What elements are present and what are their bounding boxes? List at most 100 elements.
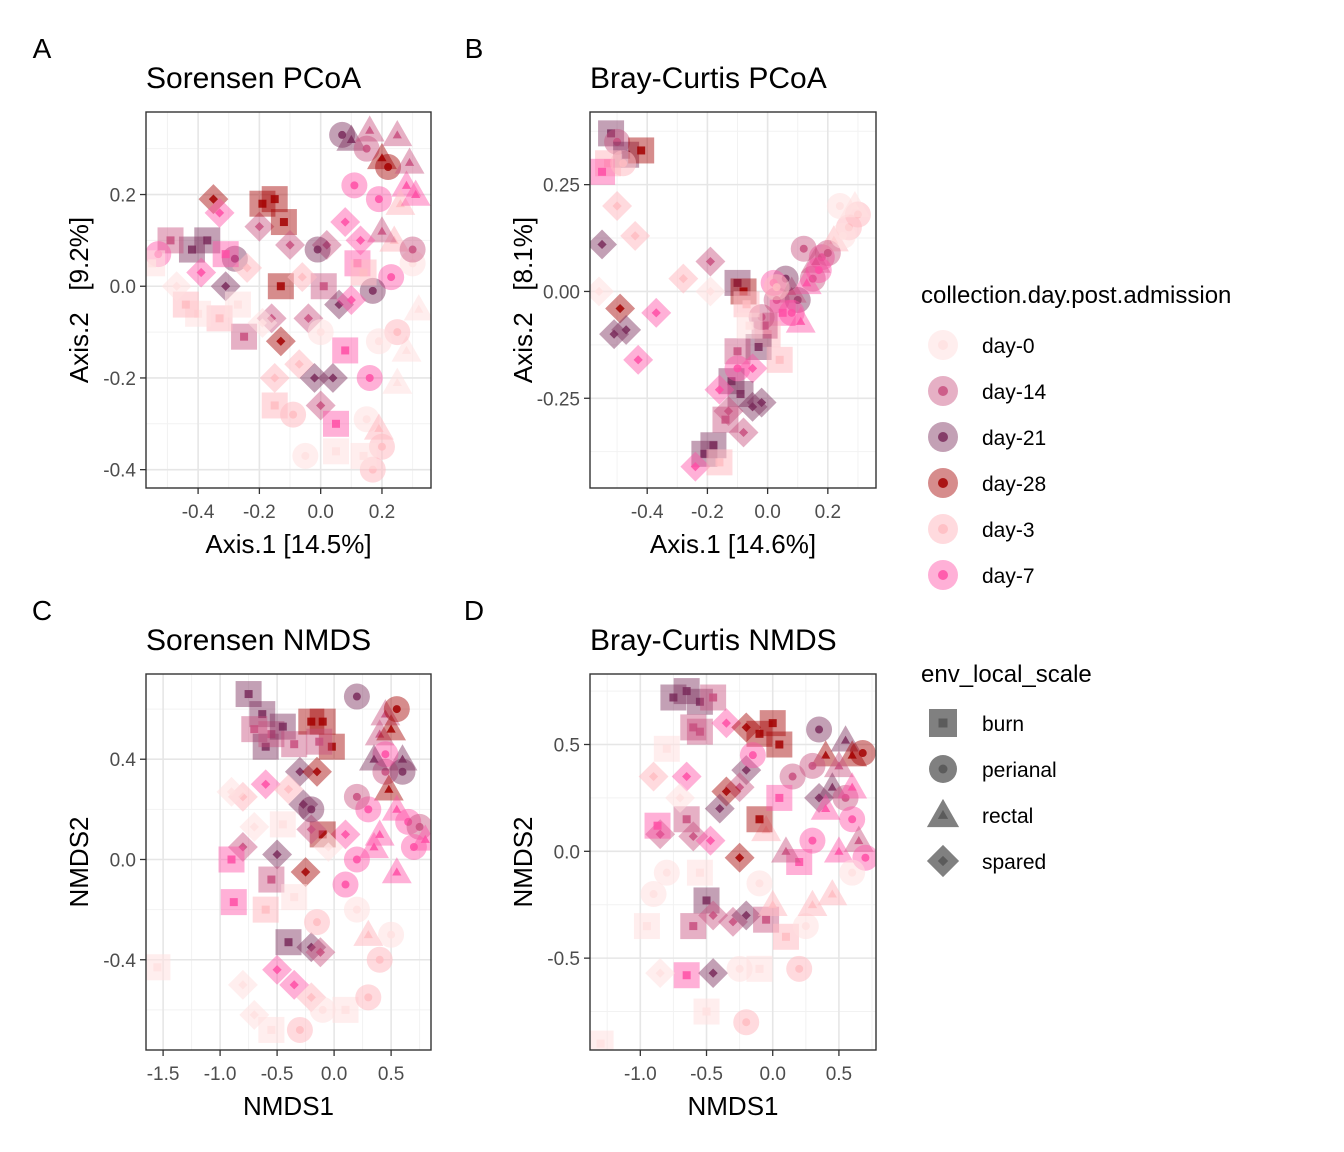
data-point — [704, 793, 735, 824]
marker-inner — [392, 130, 402, 139]
data-point — [204, 197, 235, 228]
data-point — [336, 285, 367, 315]
x-tick-label: 0.0 — [307, 502, 333, 523]
panel-C: C Sorensen NMDS -1.5 -1.0 -0.5 0.0 0.5 -0.4 0.0 0… — [32, 595, 432, 1121]
data-point — [365, 328, 392, 355]
marker-inner — [284, 938, 293, 947]
data-point — [370, 699, 401, 726]
marker-inner — [723, 406, 734, 416]
marker-inner — [323, 842, 333, 852]
data-point — [212, 241, 239, 268]
marker-inner — [742, 300, 751, 309]
marker-inner — [817, 253, 826, 262]
y-tick-label: -0.4 — [103, 461, 136, 482]
marker-inner — [735, 782, 745, 792]
marker-inner — [861, 853, 870, 862]
marker-inner — [261, 742, 270, 751]
data-point — [771, 836, 801, 863]
marker-inner — [799, 244, 808, 253]
marker-inner — [834, 761, 844, 770]
marker-inner — [854, 836, 864, 845]
data-point — [785, 306, 816, 333]
legend-color-key — [928, 468, 958, 498]
data-point — [403, 294, 431, 321]
marker-inner — [763, 330, 772, 339]
data-point — [799, 827, 826, 854]
points — [146, 681, 431, 1043]
data-point — [220, 889, 247, 916]
marker-inner — [313, 918, 321, 927]
marker-inner — [653, 821, 662, 830]
y-tick-label: 0.0 — [110, 277, 136, 298]
data-point — [590, 276, 614, 307]
data-point — [713, 396, 744, 427]
marker-inner — [392, 377, 402, 386]
data-point — [296, 814, 327, 845]
data-point — [258, 1016, 285, 1043]
marker-inner — [272, 849, 282, 860]
legend-shape-item: burn — [929, 709, 1024, 737]
y-tick-label: -0.2 — [103, 369, 136, 390]
marker-inner — [815, 725, 824, 734]
chart-title: Sorensen NMDS — [146, 624, 371, 657]
data-point — [224, 291, 251, 318]
data-point — [269, 811, 296, 838]
marker-inner — [938, 478, 948, 488]
marker-inner — [858, 749, 867, 758]
marker-inner — [760, 321, 769, 330]
marker-inner — [735, 853, 745, 863]
data-point — [590, 158, 616, 185]
y-tick-label: -0.5 — [547, 949, 580, 970]
marker-inner — [768, 719, 777, 728]
marker-inner — [795, 858, 804, 866]
marker-inner — [318, 830, 327, 839]
data-point — [839, 191, 870, 218]
x-tick-label: 0.5 — [378, 1064, 404, 1085]
marker-inner — [203, 236, 212, 245]
marker-inner — [276, 282, 285, 291]
marker-inner — [409, 842, 418, 851]
marker-inner — [332, 447, 340, 456]
marker-inner — [278, 722, 287, 731]
marker-inner — [254, 222, 264, 232]
panel-border — [589, 111, 877, 489]
marker-inner — [267, 1025, 276, 1034]
marker-inner — [700, 449, 709, 458]
data-point — [275, 929, 302, 956]
marker-inner — [755, 729, 764, 738]
data-point — [718, 906, 748, 937]
marker-inner — [365, 125, 375, 134]
data-point — [385, 188, 416, 215]
data-point — [700, 684, 727, 711]
marker-inner — [341, 346, 350, 355]
data-point — [269, 713, 296, 740]
marker-inner — [238, 980, 248, 990]
marker-inner — [258, 199, 267, 208]
marker-inner — [733, 364, 742, 373]
legend-shape-item: spared — [926, 844, 1046, 878]
data-point — [366, 946, 393, 973]
marker-inner — [821, 750, 831, 759]
marker-inner — [682, 771, 692, 782]
data-point — [343, 896, 370, 923]
legend-color-item: day-0 — [928, 330, 1035, 360]
legend-shape-key — [926, 798, 960, 828]
marker-inner — [408, 245, 417, 254]
data-point — [706, 449, 733, 476]
data-point — [817, 879, 848, 906]
marker-inner — [761, 825, 771, 834]
chart-title: Bray-Curtis NMDS — [590, 624, 837, 657]
marker-inner — [937, 809, 949, 819]
marker-inner — [375, 729, 385, 738]
marker-inner — [630, 231, 640, 241]
data-point — [387, 744, 418, 771]
data-point — [178, 236, 205, 263]
legend-color-key — [928, 514, 958, 544]
data-point — [394, 147, 425, 174]
data-point — [343, 783, 370, 810]
data-point — [644, 812, 671, 839]
data-point — [746, 720, 773, 747]
marker-inner — [772, 283, 781, 292]
x-tick-label: -0.5 — [261, 1064, 294, 1085]
data-point — [763, 274, 790, 301]
